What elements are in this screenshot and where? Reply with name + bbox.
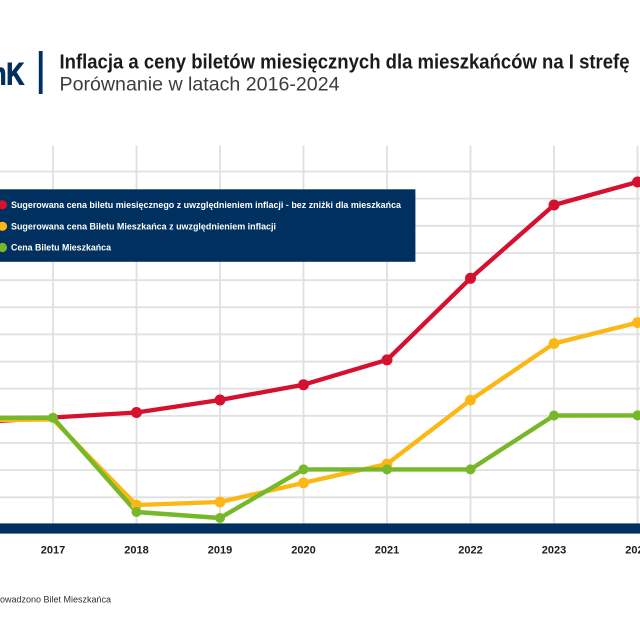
svg-text:Porównanie w latach 2016-2024: Porównanie w latach 2016-2024 (60, 74, 340, 96)
svg-text:Wprowadzono Bilet Mieszkańca: Wprowadzono Bilet Mieszkańca (0, 595, 111, 605)
svg-text:2020: 2020 (291, 545, 315, 557)
svg-text:2021: 2021 (375, 545, 399, 557)
svg-text:2018: 2018 (124, 545, 148, 557)
svg-text:mK: mK (0, 56, 25, 92)
svg-text:Inflacja a ceny biletów miesię: Inflacja a ceny biletów miesięcznych dla… (60, 52, 630, 74)
svg-text:Sugerowana cena biletu miesięc: Sugerowana cena biletu miesięcznego z uw… (11, 200, 402, 210)
svg-text:2017: 2017 (41, 545, 65, 557)
svg-text:Sugerowana cena Biletu Mieszka: Sugerowana cena Biletu Mieszkańca z uwzg… (11, 222, 276, 232)
svg-text:2024: 2024 (625, 545, 640, 557)
svg-text:2022: 2022 (458, 545, 482, 557)
svg-text:2023: 2023 (542, 545, 566, 557)
svg-text:Cena Biletu Mieszkańca: Cena Biletu Mieszkańca (11, 243, 112, 253)
svg-text:2019: 2019 (208, 545, 232, 557)
